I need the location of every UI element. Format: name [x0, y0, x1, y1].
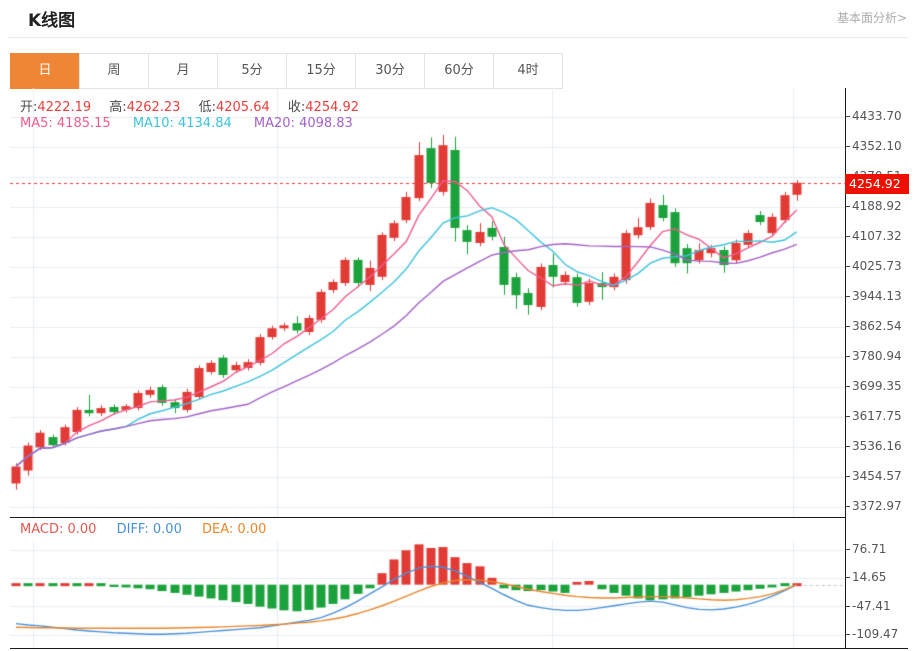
macd-axis-label: 76.71 — [845, 542, 886, 556]
axis-tick — [845, 416, 850, 417]
close-label: 收: — [287, 100, 306, 115]
close-value: 4254.92 — [305, 100, 360, 115]
axis-tick — [845, 116, 850, 117]
axis-tick — [845, 549, 850, 550]
current-price-tag: 4254.92 — [845, 174, 909, 194]
ma5-value: MA5: 4185.15 — [20, 116, 111, 131]
price-axis-label: 3780.94 — [845, 349, 902, 363]
header-divider — [8, 37, 908, 38]
axis-tick — [845, 476, 850, 477]
axis-tick — [845, 206, 850, 207]
open-label: 开: — [20, 100, 38, 115]
tab-月[interactable]: 月 — [148, 53, 218, 89]
dea-value: DEA: 0.00 — [202, 522, 267, 537]
price-axis-label: 4352.10 — [845, 139, 902, 153]
price-axis-label: 3372.97 — [845, 499, 902, 513]
axis-border — [845, 88, 846, 648]
tab-4时[interactable]: 4时 — [493, 53, 563, 89]
axis-tick — [845, 577, 850, 579]
page-title: K线图 — [28, 11, 76, 31]
axis-tick — [845, 356, 850, 357]
price-axis-label: 3536.16 — [845, 439, 902, 453]
candlestick-chart-canvas[interactable] — [10, 88, 845, 517]
price-axis-label: 3862.54 — [845, 319, 902, 333]
tab-60分[interactable]: 60分 — [424, 53, 494, 89]
ohlc-readout: 开:4222.19 高:4262.23 低:4205.64 收:4254.92 — [20, 96, 373, 115]
axis-tick — [845, 266, 850, 267]
price-axis-label: 3944.13 — [845, 289, 902, 303]
macd-axis-label: -47.41 — [845, 599, 891, 613]
open-value: 4222.19 — [37, 100, 92, 115]
axis-tick — [845, 296, 850, 297]
price-axis-label: 4025.73 — [845, 259, 902, 273]
tab-15分[interactable]: 15分 — [286, 53, 356, 89]
low-value: 4205.64 — [215, 100, 270, 115]
price-axis-label: 4188.92 — [845, 199, 902, 213]
low-label: 低: — [198, 100, 216, 115]
axis-tick — [845, 446, 850, 447]
tab-周[interactable]: 周 — [79, 53, 149, 89]
macd-axis-label: 14.65 — [845, 570, 886, 584]
ma-readout: MA5: 4185.15 MA10: 4134.84 MA20: 4098.83 — [20, 116, 353, 131]
price-axis-label: 4433.70 — [845, 109, 902, 123]
macd-chart-canvas[interactable] — [10, 541, 845, 648]
tab-30分[interactable]: 30分 — [355, 53, 425, 89]
panel-divider — [10, 517, 845, 518]
macd-readout: MACD: 0.00 DIFF: 0.00 DEA: 0.00 — [10, 518, 845, 541]
fundamental-analysis-link[interactable]: 基本面分析> — [836, 11, 907, 25]
axis-tick — [845, 146, 850, 147]
axis-tick — [845, 634, 850, 636]
macd-axis-label: -109.47 — [845, 627, 898, 641]
axis-tick — [845, 605, 850, 607]
high-value: 4262.23 — [126, 100, 181, 115]
bottom-border — [10, 648, 908, 649]
tab-5分[interactable]: 5分 — [217, 53, 287, 89]
price-axis-label: 4107.32 — [845, 229, 902, 243]
price-axis-label: 3454.57 — [845, 469, 902, 483]
axis-tick — [845, 326, 850, 327]
diff-value: DIFF: 0.00 — [116, 522, 182, 537]
ma10-value: MA10: 4134.84 — [132, 116, 232, 131]
period-tabbar: 日周月 5分 15分 30分 60分 4时 — [10, 53, 563, 89]
macd-value: MACD: 0.00 — [20, 522, 97, 537]
ma20-value: MA20: 4098.83 — [253, 116, 353, 131]
price-axis: 4433.704352.104270.514188.924107.324025.… — [845, 88, 915, 648]
axis-tick — [845, 236, 850, 237]
price-axis-label: 3617.75 — [845, 409, 902, 423]
axis-tick — [845, 386, 850, 387]
tab-日[interactable]: 日 — [10, 53, 80, 89]
axis-tick — [845, 506, 850, 507]
price-axis-label: 3699.35 — [845, 379, 902, 393]
high-label: 高: — [109, 100, 127, 115]
